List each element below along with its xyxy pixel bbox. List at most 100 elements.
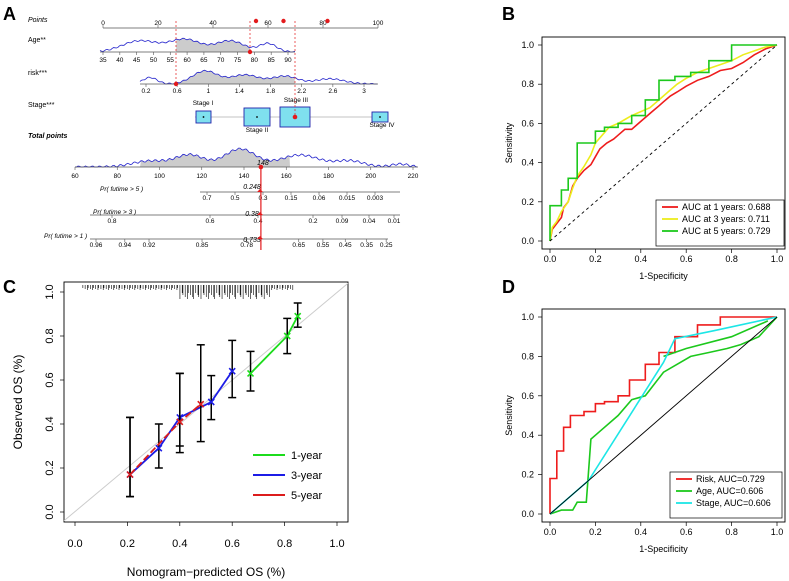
total-tick-label: 200: [365, 173, 376, 180]
x-tick-label: 0.8: [725, 254, 738, 264]
prob-tick-label: 0.35: [360, 242, 373, 249]
calibration-panel: 0.0 0.2 0.4 0.6 0.8 1.0 0.0 0.2 0.4 0.6 0.8 1.0 Nomo…: [11, 281, 349, 579]
reference-line: [549, 316, 778, 515]
total-tick-label: 60: [71, 173, 79, 180]
prob-tick-label: 0.04: [363, 218, 376, 225]
y-tick-label: 0.6: [521, 391, 534, 401]
calibration-point: [246, 369, 255, 377]
age-tick-label: 35: [99, 57, 107, 64]
prob-tick-label: 0.01: [388, 218, 401, 225]
y-tick-label: 0.2: [521, 470, 534, 480]
y-tick-label: 0.8: [521, 351, 534, 361]
prob-tick-label: 0.8: [107, 218, 116, 225]
prob-tick-label: 0.09: [336, 218, 349, 225]
row-label-points: Points: [28, 17, 48, 24]
legend-label: 1-year: [291, 450, 323, 462]
prob-tick-label: 0.4: [253, 218, 262, 225]
prob-tick-label: 0.003: [367, 195, 384, 202]
prob-tick-label: 0.5: [230, 195, 239, 202]
calibration-point: [207, 398, 215, 406]
risk-tick-label: 1.8: [266, 88, 275, 95]
total-value-label: 148: [257, 160, 269, 167]
prob-tick-label: 0.3: [258, 195, 267, 202]
risk-tick-label: 1: [206, 88, 210, 95]
prob-tick-label: 0.94: [119, 242, 132, 249]
prob-value-label: 0.248: [243, 184, 261, 191]
prob-tick-label: 0.7: [202, 195, 211, 202]
calibration-point: [283, 332, 291, 340]
points-tick-label: 80: [319, 20, 327, 27]
y-tick-label: 0.8: [44, 328, 56, 343]
total-tick-label: 140: [239, 173, 250, 180]
plot-frame: [541, 308, 786, 523]
stage-label: Stage II: [246, 127, 269, 134]
y-tick-label: 0.6: [44, 372, 56, 387]
prob-tick-label: 0.78: [240, 242, 253, 249]
panel-label-b: B: [502, 4, 515, 24]
prob-tick-label: 0.2: [308, 218, 317, 225]
total-tick-label: 160: [281, 173, 292, 180]
reference-line: [549, 44, 778, 242]
age-tick-label: 70: [217, 57, 225, 64]
legend-label: AUC at 1 years: 0.688: [682, 202, 771, 212]
y-tick-label: 0.0: [521, 509, 534, 519]
y-axis-label: Sensitivity: [504, 395, 514, 436]
calibration-point: [294, 312, 302, 320]
points-tick-label: 20: [154, 20, 162, 27]
panel-label-d: D: [502, 277, 515, 297]
legend-label: Age, AUC=0.606: [696, 486, 763, 496]
points-marker: [325, 18, 330, 24]
x-tick-label: 0.0: [544, 527, 557, 537]
y-tick-label: 0.6: [521, 118, 534, 128]
prob-tick-label: 0.015: [339, 195, 356, 202]
prob-tick-label: 0.85: [196, 242, 209, 249]
prob-tick-label: 0.92: [143, 242, 156, 249]
total-density: [75, 147, 418, 168]
total-tick-label: 120: [196, 173, 207, 180]
prob-tick-label: 0.6: [205, 218, 214, 225]
total-tick-label: 80: [114, 173, 122, 180]
x-axis-label: 1-Specificity: [639, 544, 688, 554]
legend-label: AUC at 3 years: 0.711: [682, 214, 770, 224]
y-axis-label: Observed OS (%): [11, 355, 25, 450]
risk-marker: [173, 81, 179, 87]
x-tick-label: 0.6: [225, 538, 240, 550]
y-tick-label: 0.2: [521, 197, 534, 207]
roc-curve: [549, 44, 777, 241]
age-tick-label: 85: [268, 57, 276, 64]
stage-selected-marker: [292, 114, 298, 120]
points-marker: [281, 18, 286, 24]
x-tick-label: 0.0: [544, 254, 557, 264]
prob-row-label: Pr( futime > 3 ): [93, 209, 136, 216]
y-tick-label: 0.4: [521, 430, 534, 440]
x-tick-label: 0.4: [172, 538, 187, 550]
roc-time-panel: 0.0 0.2 0.4 0.6 0.8 1.0 0.0 0.2 0.4 0.6 0.8 1.0 1-Sp…: [504, 36, 786, 281]
stage-label: Stage I: [193, 100, 214, 107]
prob-tick-label: 0.65: [292, 242, 305, 249]
prob-tick-label: 0.06: [313, 195, 326, 202]
risk-tick-label: 2.6: [328, 88, 337, 95]
risk-tick-label: 1.4: [235, 88, 244, 95]
y-tick-label: 0.2: [44, 460, 56, 475]
risk-tick-label: 2.2: [297, 88, 306, 95]
legend-label: 3-year: [291, 470, 323, 482]
age-density-fill: [176, 38, 250, 52]
points-tick-label: 0: [101, 20, 105, 27]
calibration-point: [176, 418, 184, 426]
risk-density-fill: [176, 70, 295, 84]
roc-factor-panel: 0.0 0.2 0.4 0.6 0.8 1.0 0.0 0.2 0.4 0.6 0.8 1.0 1-Sp…: [504, 308, 786, 554]
total-tick-label: 100: [154, 173, 165, 180]
age-tick-label: 40: [116, 57, 124, 64]
y-tick-label: 0.0: [521, 236, 534, 246]
total-tick-label: 220: [408, 173, 419, 180]
prob-tick-label: 0.45: [339, 242, 352, 249]
x-tick-label: 0.4: [635, 254, 648, 264]
prob-tick-label: 0.55: [317, 242, 330, 249]
stage-dot: [202, 116, 205, 118]
prob-tick-label: 0.15: [285, 195, 298, 202]
prob-row-label: Pr( futime > 5 ): [100, 186, 143, 193]
x-tick-label: 1.0: [771, 254, 784, 264]
points-tick-label: 40: [209, 20, 217, 27]
points-tick-label: 100: [373, 20, 384, 27]
x-tick-label: 0.8: [725, 527, 738, 537]
